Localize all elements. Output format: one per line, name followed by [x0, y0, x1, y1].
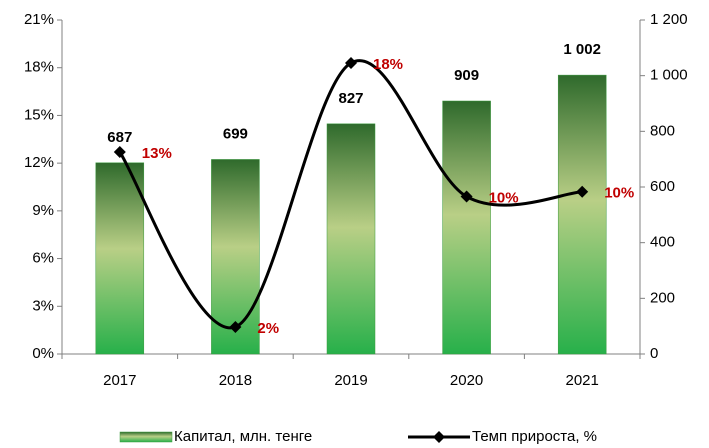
marker	[345, 56, 357, 69]
bar-value-label: 909	[454, 67, 479, 84]
bar	[557, 74, 607, 355]
y2-tick-label: 0	[650, 345, 658, 362]
bar	[95, 162, 145, 355]
y2-tick-label: 200	[650, 289, 675, 306]
bar-value-label: 1 002	[563, 41, 601, 58]
x-tick-label: 2021	[566, 372, 599, 389]
line-value-label: 2%	[257, 320, 279, 337]
line-value-label: 18%	[373, 56, 403, 73]
x-tick-label: 2019	[334, 372, 367, 389]
y-tick-label: 3%	[32, 297, 54, 314]
bar-value-label: 827	[338, 90, 363, 107]
x-tick-label: 2018	[219, 372, 252, 389]
line-value-label: 10%	[604, 185, 634, 202]
legend-label: Темп прироста, %	[472, 428, 597, 445]
legend-label: Капитал, млн. тенге	[174, 428, 312, 445]
line-value-label: 10%	[489, 190, 519, 207]
marker	[113, 146, 126, 159]
x-tick-label: 2017	[103, 372, 136, 389]
legend-marker	[433, 431, 445, 443]
legend-swatch	[119, 431, 173, 443]
line	[118, 59, 583, 330]
y-tick-label: 18%	[24, 59, 54, 76]
y2-tick-label: 600	[650, 178, 675, 195]
y2-tick-label: 1 000	[650, 67, 688, 84]
y-tick-label: 0%	[32, 345, 54, 362]
bar-value-label: 687	[107, 129, 132, 146]
y-tick-label: 9%	[32, 202, 54, 219]
y-tick-label: 15%	[24, 106, 54, 123]
bar	[326, 123, 376, 355]
y-tick-label: 21%	[24, 11, 54, 28]
y2-tick-label: 400	[650, 234, 675, 251]
y2-tick-label: 1 200	[650, 11, 688, 28]
x-tick-label: 2020	[450, 372, 483, 389]
y2-tick-label: 800	[650, 122, 675, 139]
line-value-label: 13%	[142, 145, 172, 162]
y-tick-label: 6%	[32, 250, 54, 267]
bar	[442, 100, 491, 355]
marker	[576, 185, 589, 198]
bar-value-label: 699	[223, 125, 248, 142]
y-tick-label: 12%	[24, 154, 54, 171]
marker	[229, 320, 242, 333]
marker	[460, 190, 473, 203]
